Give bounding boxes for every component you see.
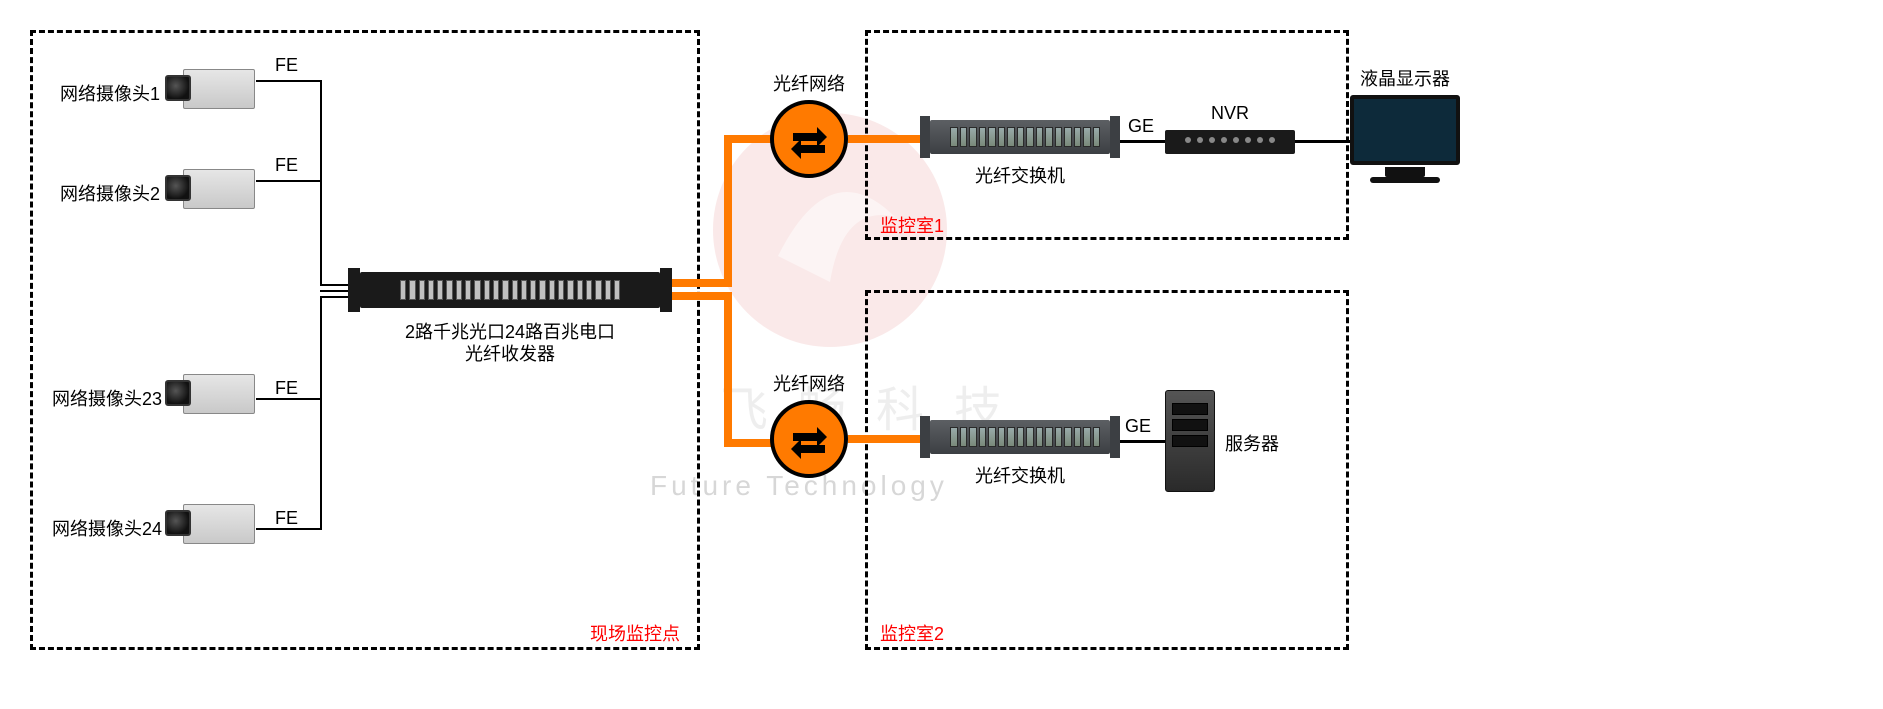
room2-fiber-switch: [930, 420, 1110, 454]
camera-1-link: FE: [275, 55, 298, 76]
room1-monitor-label: 液晶显示器: [1360, 65, 1450, 91]
camera-24: [165, 500, 255, 548]
camera-1: [165, 65, 255, 113]
camera-24-label: 网络摄像头24: [52, 515, 162, 541]
camera-2-label: 网络摄像头2: [60, 180, 160, 206]
room2-server: [1165, 390, 1215, 492]
camera-24-link: FE: [275, 508, 298, 529]
region-site-label: 现场监控点: [590, 620, 680, 646]
camera-23-link: FE: [275, 378, 298, 399]
wire-bus-feed2: [320, 290, 350, 292]
fiber-to-node2: [724, 439, 774, 447]
fiber-node-1: [770, 100, 848, 178]
room2-link-ge: [1120, 440, 1165, 443]
transceiver-label-l2: 光纤收发器: [465, 340, 555, 366]
fiber-transceiver: [360, 272, 660, 308]
wire-cam24-h: [256, 528, 320, 530]
room1-fiber-switch: [930, 120, 1110, 154]
region-room2-label: 监控室2: [880, 620, 944, 646]
wire-bus-feed3: [320, 296, 350, 298]
fiber-to-node1: [724, 135, 774, 143]
camera-23: [165, 370, 255, 418]
wire-cam1-h: [256, 80, 320, 82]
room1-switch-label: 光纤交换机: [975, 162, 1065, 188]
room1-link-nvr-mon: [1295, 140, 1350, 143]
diagram-stage: 飞畅科技 Future Technology 现场监控点 监控室1 监控室2 网…: [0, 0, 1883, 709]
room1-link-ge-label: GE: [1128, 116, 1154, 137]
camera-2-link: FE: [275, 155, 298, 176]
wire-bus-bot: [320, 296, 322, 530]
camera-23-label: 网络摄像头23: [52, 385, 162, 411]
region-room2: [865, 290, 1349, 650]
fiber-node-2: [770, 400, 848, 478]
wire-bus-top: [320, 80, 322, 285]
fiber-trunk-down: [724, 292, 732, 447]
fiber-node2-to-sw: [848, 435, 923, 443]
fiber-node1-to-sw: [848, 135, 923, 143]
camera-1-label: 网络摄像头1: [60, 80, 160, 106]
fiber-trunk-up: [724, 139, 732, 287]
wire-cam23-h: [256, 398, 320, 400]
region-room1-label: 监控室1: [880, 212, 944, 238]
wire-bus-feed1: [320, 284, 350, 286]
camera-2: [165, 165, 255, 213]
fiber-node-1-label: 光纤网络: [773, 70, 845, 96]
fiber-out2: [672, 292, 732, 300]
wire-cam2-h: [256, 180, 320, 182]
room1-nvr: [1165, 130, 1295, 154]
room2-link-ge-label: GE: [1125, 416, 1151, 437]
room1-nvr-label: NVR: [1211, 103, 1249, 124]
room2-server-label: 服务器: [1225, 430, 1279, 456]
room2-switch-label: 光纤交换机: [975, 462, 1065, 488]
room1-link-ge: [1120, 140, 1165, 143]
fiber-out1: [672, 279, 732, 287]
fiber-node-2-label: 光纤网络: [773, 370, 845, 396]
room1-monitor: [1350, 95, 1460, 185]
